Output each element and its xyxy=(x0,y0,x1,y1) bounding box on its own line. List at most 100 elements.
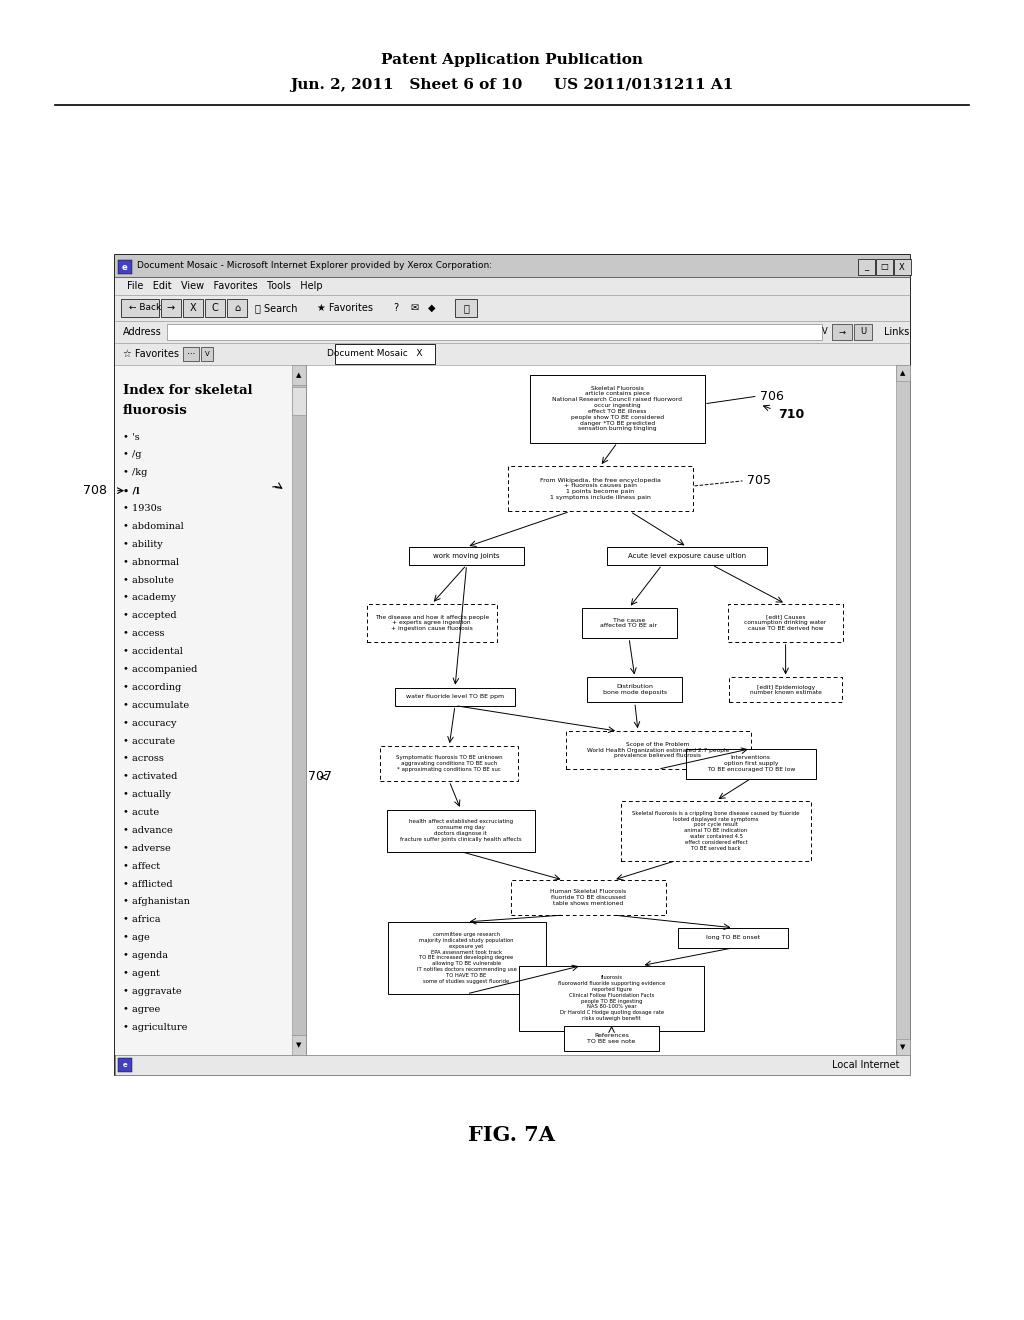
Bar xyxy=(607,546,767,565)
Text: X: X xyxy=(189,304,197,313)
Bar xyxy=(115,277,910,294)
Text: Document Mosaic - Microsoft Internet Explorer provided by Xerox Corporation:: Document Mosaic - Microsoft Internet Exp… xyxy=(137,261,493,271)
Text: ▲: ▲ xyxy=(900,370,905,376)
Text: • accidental: • accidental xyxy=(123,647,183,656)
Bar xyxy=(380,746,518,781)
Bar xyxy=(118,1059,132,1072)
Text: Links: Links xyxy=(884,327,909,337)
Text: Skeletal Fluorosis
article contains piece
National Research Council raised fluor: Skeletal Fluorosis article contains piec… xyxy=(552,385,682,432)
Text: 705: 705 xyxy=(748,474,771,487)
Text: • afghanistan: • afghanistan xyxy=(123,898,189,907)
Bar xyxy=(201,347,213,360)
Bar xyxy=(205,300,225,317)
Text: From Wikipedia, the free encyclopedia
+ fluorosis causes pain
1 points become pa: From Wikipedia, the free encyclopedia + … xyxy=(540,478,660,500)
Text: • agent: • agent xyxy=(123,969,160,978)
Text: C: C xyxy=(212,304,218,313)
Bar xyxy=(395,688,515,706)
Text: The cause
affected TO BE air: The cause affected TO BE air xyxy=(600,618,657,628)
Bar xyxy=(335,345,435,364)
Text: • africa: • africa xyxy=(123,915,161,924)
Text: The disease and how it affects people
+ experts agree ingestion
+ ingestion caus: The disease and how it affects people + … xyxy=(375,615,488,631)
Text: fluorosis: fluorosis xyxy=(123,404,187,417)
Text: • absolute: • absolute xyxy=(123,576,174,585)
Text: 707: 707 xyxy=(308,771,332,784)
Bar xyxy=(118,260,132,275)
Text: U: U xyxy=(860,327,866,337)
Bar xyxy=(115,255,910,277)
Text: e: e xyxy=(123,1063,127,1068)
Bar xyxy=(292,387,306,414)
Bar xyxy=(121,300,159,317)
Bar xyxy=(876,259,893,275)
Bar xyxy=(686,748,816,779)
Text: • accepted: • accepted xyxy=(123,611,176,620)
Text: committee urge research
majority indicated study population
exposure yet
EPA ass: committee urge research majority indicat… xyxy=(417,932,516,983)
Text: • advance: • advance xyxy=(123,826,173,836)
Bar xyxy=(167,323,822,341)
Text: 706: 706 xyxy=(760,389,783,403)
Text: • 's: • 's xyxy=(123,433,139,441)
Text: ⌕ Search: ⌕ Search xyxy=(255,304,298,313)
Text: ▲: ▲ xyxy=(296,372,302,378)
Text: ▼: ▼ xyxy=(900,1044,905,1049)
Text: ✉: ✉ xyxy=(410,304,418,313)
Bar xyxy=(115,255,910,1074)
Bar xyxy=(728,605,843,642)
Bar xyxy=(565,731,751,770)
Text: fluorosis
fluoroworld fluoride supporting evidence
reported figure
Clinical Foll: fluorosis fluoroworld fluoride supportin… xyxy=(558,975,666,1020)
Bar xyxy=(858,259,874,275)
Text: Patent Application Publication: Patent Application Publication xyxy=(381,53,643,67)
Text: →: → xyxy=(839,327,846,337)
Text: [edit] Causes
consumption drinking water
cause TO BE derived how: [edit] Causes consumption drinking water… xyxy=(744,615,826,631)
Bar xyxy=(588,677,682,702)
Bar xyxy=(292,366,306,385)
Text: • age: • age xyxy=(123,933,150,942)
Text: • actually: • actually xyxy=(123,791,171,799)
Text: →: → xyxy=(167,304,175,313)
Text: Index for skeletal: Index for skeletal xyxy=(123,384,253,396)
Text: • /g: • /g xyxy=(123,450,141,459)
Text: • access: • access xyxy=(123,630,165,638)
Text: Acute level exposure cause ultion: Acute level exposure cause ultion xyxy=(628,553,746,558)
Text: ★ Favorites: ★ Favorites xyxy=(317,304,373,313)
Text: • accompanied: • accompanied xyxy=(123,665,198,675)
Bar xyxy=(388,921,546,994)
Text: • agree: • agree xyxy=(123,1005,160,1014)
Bar xyxy=(894,259,911,275)
Bar xyxy=(292,385,306,1035)
Text: • /kg: • /kg xyxy=(123,469,147,478)
Bar xyxy=(896,366,910,381)
Text: long TO BE onset: long TO BE onset xyxy=(707,936,761,940)
Bar xyxy=(115,343,910,366)
Text: ⌂: ⌂ xyxy=(233,304,240,313)
Bar xyxy=(115,321,910,343)
Text: • 1930s: • 1930s xyxy=(123,504,162,513)
Text: • accuracy: • accuracy xyxy=(123,718,176,727)
Text: ◆: ◆ xyxy=(428,304,435,313)
Text: Scope of the Problem
World Health Organization estimated 2.7 people
prevalence b: Scope of the Problem World Health Organi… xyxy=(587,742,729,759)
Text: • afflicted: • afflicted xyxy=(123,879,173,888)
Text: • agriculture: • agriculture xyxy=(123,1023,187,1032)
Text: Human Skeletal Fluorosis
fluoride TO BE discussed
table shows mentioned: Human Skeletal Fluorosis fluoride TO BE … xyxy=(550,890,627,906)
Bar xyxy=(564,1026,659,1051)
Bar xyxy=(367,605,497,642)
Text: ⎙: ⎙ xyxy=(463,304,469,313)
Text: ?: ? xyxy=(393,304,398,313)
Text: 710: 710 xyxy=(778,408,804,421)
Text: • acute: • acute xyxy=(123,808,159,817)
Text: work moving joints: work moving joints xyxy=(433,553,500,558)
Bar xyxy=(511,880,666,915)
Text: • academy: • academy xyxy=(123,594,176,602)
Text: • abdominal: • abdominal xyxy=(123,521,183,531)
Text: V: V xyxy=(822,327,827,337)
Text: • across: • across xyxy=(123,755,164,763)
Bar xyxy=(115,366,910,1055)
Text: • /l: • /l xyxy=(123,486,139,495)
Bar xyxy=(161,300,181,317)
Bar xyxy=(183,300,203,317)
Bar xyxy=(529,375,705,442)
Bar xyxy=(115,366,306,1055)
Text: Distribution
bone mode deposits: Distribution bone mode deposits xyxy=(603,685,667,696)
Text: Symptomatic fluorosis TO BE unknown
aggravating conditions TO BE such
* approxim: Symptomatic fluorosis TO BE unknown aggr… xyxy=(396,755,503,772)
Bar xyxy=(387,809,535,851)
